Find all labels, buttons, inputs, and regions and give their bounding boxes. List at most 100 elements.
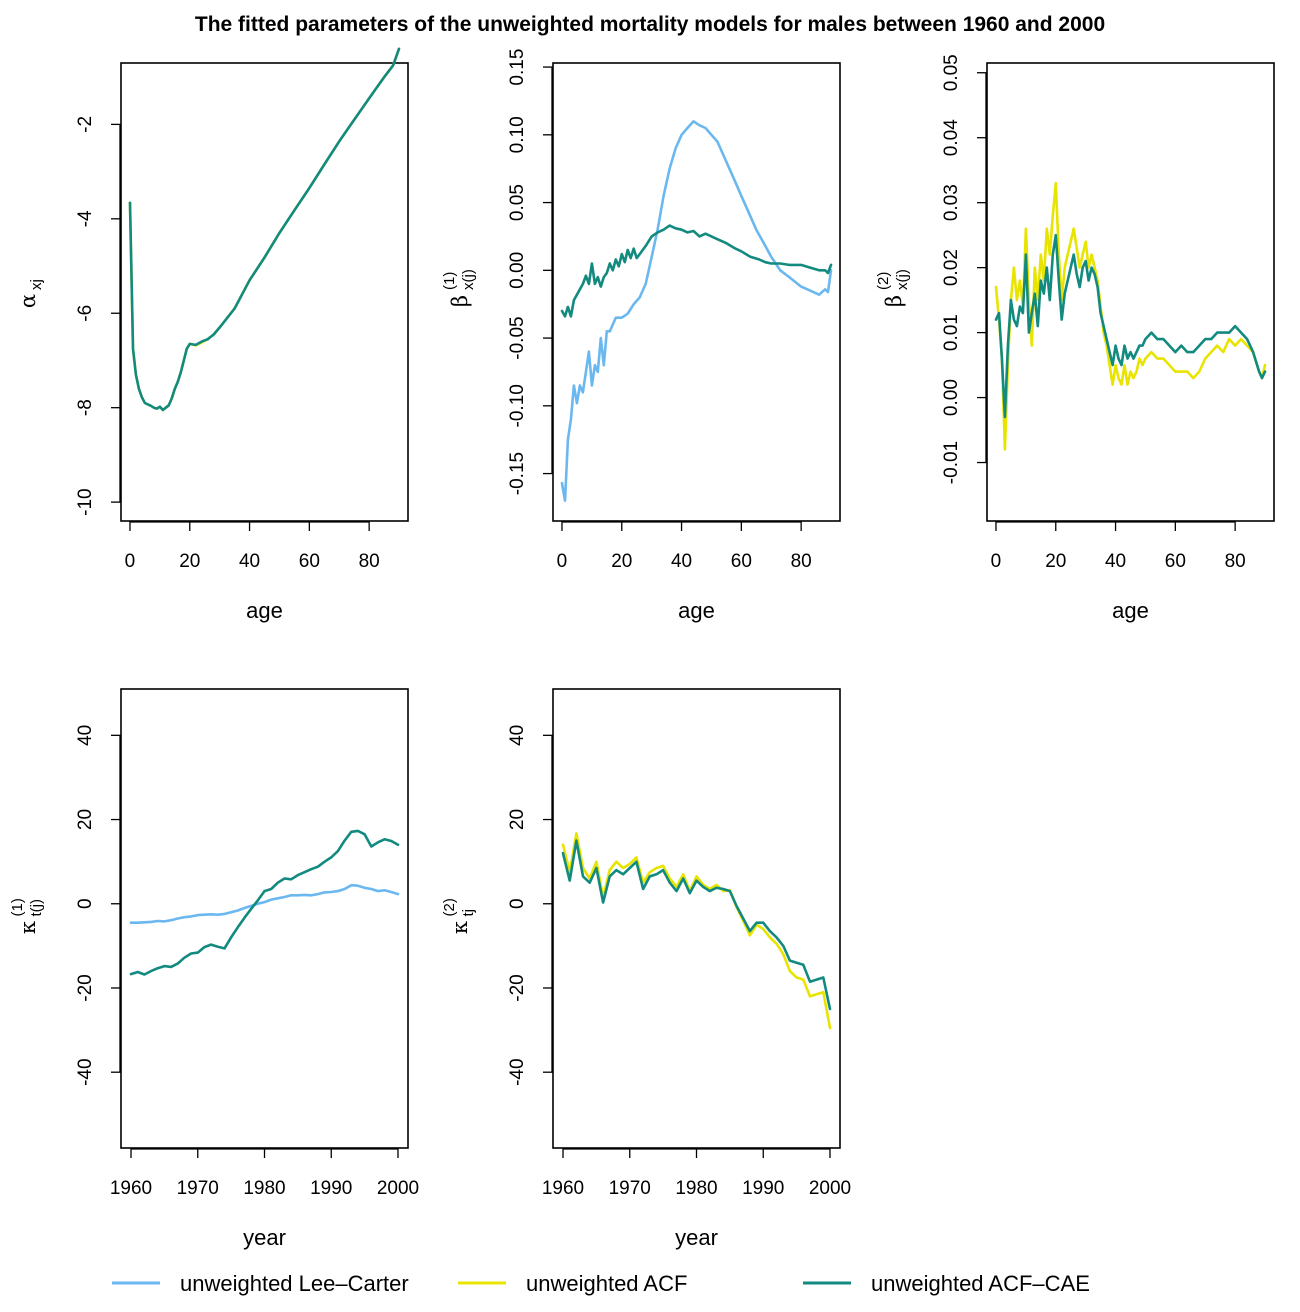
alpha-x-tick-label: 20 <box>179 551 200 572</box>
beta2-y-tick-label: 0.01 <box>941 314 962 351</box>
alpha-plot-frame <box>120 62 409 522</box>
beta2-y-tick-label: -0.01 <box>941 441 962 484</box>
kappa2-y-tick-label: 0 <box>507 898 528 909</box>
kappa1-y-axis-superscript: (1) <box>9 898 26 916</box>
beta1-series-acf_cae <box>560 224 833 318</box>
kappa2-y-tick-label: -20 <box>507 974 528 1001</box>
legend-item-acf: unweighted ACF <box>458 1271 687 1296</box>
beta1-y-axis-title: β x(j)(1) <box>441 269 477 307</box>
kappa2-y-tick-label: -40 <box>507 1058 528 1085</box>
beta1-x-axis-title: age <box>678 598 715 623</box>
beta2-y-axis-title: β x(j)(2) <box>875 269 911 307</box>
alpha-y-axis-subscript: xj <box>28 279 45 290</box>
beta1-y-tick-label: 0.15 <box>507 49 528 86</box>
kappa1-y-axis-symbol: κ <box>16 921 40 934</box>
beta2-y-axis-superscript: (2) <box>875 272 892 290</box>
beta2-y-tick-label: 0.03 <box>941 184 962 221</box>
kappa1-x-axis-title: year <box>243 1225 286 1250</box>
kappa2-y-axis-superscript: (2) <box>441 898 458 916</box>
kappa2-y-tick-label: 20 <box>507 809 528 830</box>
beta1-y-tick-label: 0.05 <box>507 184 528 221</box>
beta2-x-tick-label: 0 <box>991 551 1002 572</box>
kappa1-y-tick-label: -20 <box>75 974 96 1001</box>
figure-title: The fitted parameters of the unweighted … <box>195 13 1105 36</box>
kappa1-y-tick-label: -40 <box>75 1058 96 1085</box>
kappa1-y-axis: -40 -20 0 20 40 <box>75 725 121 1086</box>
kappa1-x-tick-label: 2000 <box>377 1178 419 1199</box>
beta2-x-tick-label: 40 <box>1105 551 1126 572</box>
beta1-x-tick-label: 60 <box>731 551 752 572</box>
alpha-x-axis: 0 20 40 60 80 <box>125 521 380 572</box>
kappa2-x-tick-label: 1990 <box>742 1178 784 1199</box>
kappa1-plot-frame <box>120 688 409 1149</box>
beta1-series-lee_carter <box>560 120 833 502</box>
kappa1-x-tick-label: 1990 <box>310 1178 352 1199</box>
alpha-x-tick-label: 60 <box>299 551 320 572</box>
kappa2-y-axis-title: κ tj(2) <box>441 898 477 934</box>
beta2-x-tick-label: 80 <box>1225 551 1246 572</box>
kappa1-x-tick-label: 1970 <box>177 1178 219 1199</box>
alpha-y-axis-title: α xj <box>16 279 45 308</box>
beta2-x-tick-label: 60 <box>1165 551 1186 572</box>
panel-beta1: 0 20 40 60 80 -0.15 -0.10 -0.05 0.00 0.05 0.10 0.15… <box>441 49 841 623</box>
kappa1-y-tick-label: 20 <box>75 809 96 830</box>
beta2-y-tick-label: 0.02 <box>941 249 962 286</box>
beta2-y-axis-subscript: x(j) <box>894 269 911 290</box>
kappa2-y-tick-label: 40 <box>507 725 528 746</box>
beta2-plot-frame <box>986 62 1275 522</box>
beta1-plot-frame <box>552 62 841 522</box>
panel-alpha: 0 20 40 60 80 -10 -8 -6 -4 -2 age α xj <box>16 47 409 623</box>
alpha-x-tick-label: 80 <box>359 551 380 572</box>
beta2-x-tick-label: 20 <box>1045 551 1066 572</box>
legend-label-acf: unweighted ACF <box>526 1271 687 1296</box>
alpha-x-tick-label: 40 <box>239 551 260 572</box>
beta1-x-tick-label: 0 <box>557 551 568 572</box>
legend-item-lee-carter: unweighted Lee–Carter <box>112 1271 409 1296</box>
beta1-y-tick-label: 0.10 <box>507 116 528 153</box>
beta1-y-tick-label: 0.00 <box>507 252 528 289</box>
beta1-x-tick-label: 40 <box>671 551 692 572</box>
beta2-y-tick-label: 0.00 <box>941 379 962 416</box>
alpha-y-tick-label: -10 <box>75 488 96 515</box>
kappa1-series-lee_carter <box>129 883 400 924</box>
beta1-y-axis-symbol: β <box>448 295 472 307</box>
kappa1-y-tick-label: 40 <box>75 725 96 746</box>
panel-kappa1: 1960 1970 1980 1990 2000 -40 -20 0 20 40 year κ t(j)… <box>9 688 419 1250</box>
alpha-y-tick-label: -4 <box>75 210 96 227</box>
alpha-series-acf_cae <box>128 47 401 412</box>
kappa1-series-acf_cae <box>129 829 400 976</box>
alpha-y-tick-label: -8 <box>75 399 96 416</box>
beta2-y-axis-symbol: β <box>882 295 906 307</box>
kappa1-y-axis-title: κ t(j)(1) <box>9 898 45 934</box>
panel-beta2: 0 20 40 60 80 -0.01 0.00 0.01 0.02 0.03 0.04 0.05 ag… <box>875 54 1275 623</box>
beta2-y-axis: -0.01 0.00 0.01 0.02 0.03 0.04 0.05 <box>941 54 987 484</box>
kappa1-y-tick-label: 0 <box>75 898 96 909</box>
beta1-y-tick-label: -0.05 <box>507 316 528 359</box>
kappa2-y-axis: -40 -20 0 20 40 <box>507 725 553 1086</box>
kappa2-x-axis-title: year <box>675 1225 718 1250</box>
beta2-x-axis: 0 20 40 60 80 <box>991 521 1246 572</box>
kappa1-y-axis-subscript: t(j) <box>28 899 45 917</box>
beta1-x-tick-label: 20 <box>611 551 632 572</box>
beta1-y-axis-superscript: (1) <box>441 272 458 290</box>
beta1-y-axis-subscript: x(j) <box>460 269 477 290</box>
kappa2-x-tick-label: 1970 <box>609 1178 651 1199</box>
kappa2-series-acf_cae <box>561 839 832 1011</box>
kappa2-y-axis-symbol: κ <box>448 921 472 934</box>
kappa2-series-acf <box>561 832 832 1030</box>
alpha-y-axis: -10 -8 -6 -4 -2 <box>75 116 121 516</box>
legend-item-acf-cae: unweighted ACF–CAE <box>803 1271 1090 1296</box>
panel-kappa2: 1960 1970 1980 1990 2000 -40 -20 0 20 40 year κ tj(2… <box>441 688 851 1250</box>
kappa2-x-tick-label: 1980 <box>675 1178 717 1199</box>
kappa1-x-tick-label: 1980 <box>243 1178 285 1199</box>
beta1-y-axis: -0.15 -0.10 -0.05 0.00 0.05 0.10 0.15 <box>507 49 553 495</box>
beta2-y-tick-label: 0.05 <box>941 54 962 91</box>
kappa2-plot-frame <box>552 688 841 1149</box>
alpha-y-tick-label: -2 <box>75 116 96 133</box>
legend-label-acf-cae: unweighted ACF–CAE <box>871 1271 1090 1296</box>
alpha-y-tick-label: -6 <box>75 305 96 322</box>
alpha-x-tick-label: 0 <box>125 551 136 572</box>
legend: unweighted Lee–Carter unweighted ACF unw… <box>112 1271 1090 1296</box>
alpha-x-axis-title: age <box>246 598 283 623</box>
beta1-y-tick-label: -0.10 <box>507 384 528 427</box>
